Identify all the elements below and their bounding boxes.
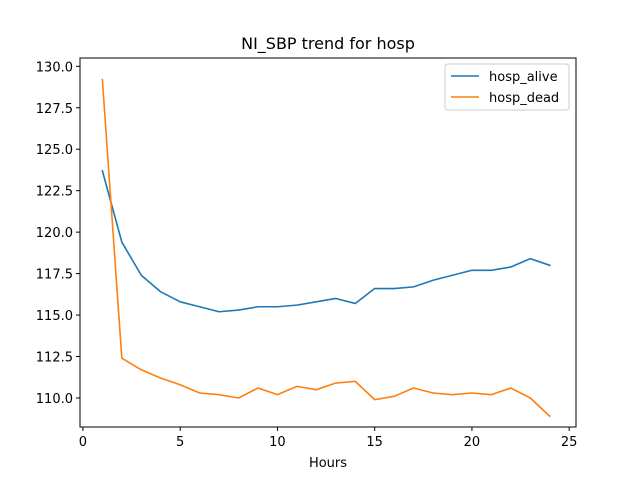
series-line-hosp-alive xyxy=(101,169,551,313)
legend-label-hosp-dead: hosp_dead xyxy=(489,91,559,106)
legend-label-hosp-alive: hosp_alive xyxy=(489,70,558,85)
x-tick-label: 10 xyxy=(269,435,286,450)
y-tick-label: 125.0 xyxy=(36,143,73,158)
series-line-hosp-dead xyxy=(101,78,551,418)
y-tick-label: 110.0 xyxy=(36,392,73,407)
y-tick-label: 130.0 xyxy=(36,60,73,75)
y-tick-label: 120.0 xyxy=(36,226,73,241)
y-tick-label: 117.5 xyxy=(36,268,73,283)
y-axis: 110.0 112.5 115.0 117.5 120.0 122.5 125.0 127.5… xyxy=(36,60,80,407)
x-tick-label: 5 xyxy=(176,435,184,450)
x-tick-label: 20 xyxy=(464,435,481,450)
x-tick-label: 15 xyxy=(366,435,383,450)
x-tick-label: 0 xyxy=(79,435,87,450)
y-tick-label: 115.0 xyxy=(36,309,73,324)
x-axis: 0 5 10 15 20 25 xyxy=(79,427,578,450)
y-tick-label: 127.5 xyxy=(36,102,73,117)
plot-frame xyxy=(79,57,577,428)
plot-area xyxy=(101,78,551,418)
x-axis-label: Hours xyxy=(309,456,347,471)
y-tick-label: 112.5 xyxy=(36,351,73,366)
y-tick-label: 122.5 xyxy=(36,185,73,200)
legend: hosp_alive hosp_dead xyxy=(444,63,570,111)
chart-title: NI_SBP trend for hosp xyxy=(241,34,415,54)
x-tick-label: 25 xyxy=(561,435,578,450)
